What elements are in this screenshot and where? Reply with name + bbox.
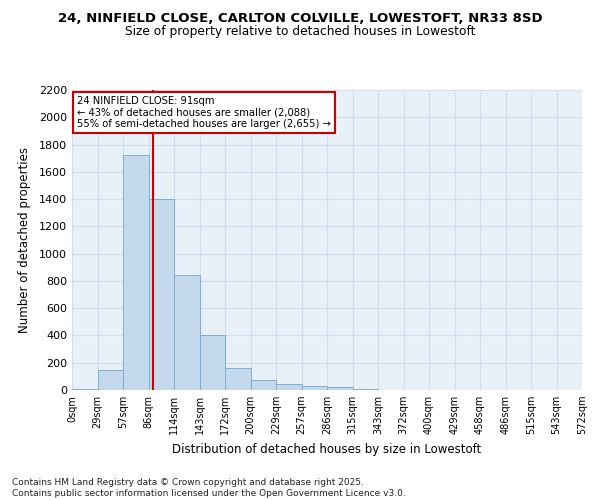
Bar [302,386,327,390]
Text: 24 NINFIELD CLOSE: 91sqm
← 43% of detached houses are smaller (2,088)
55% of sem: 24 NINFIELD CLOSE: 91sqm ← 43% of detach… [77,96,331,129]
X-axis label: Distribution of detached houses by size in Lowestoft: Distribution of detached houses by size … [172,442,482,456]
Bar [199,336,225,390]
Bar [149,199,174,390]
Bar [327,386,353,390]
Text: Size of property relative to detached houses in Lowestoft: Size of property relative to detached ho… [125,25,475,38]
Text: Contains HM Land Registry data © Crown copyright and database right 2025.
Contai: Contains HM Land Registry data © Crown c… [12,478,406,498]
Text: 24, NINFIELD CLOSE, CARLTON COLVILLE, LOWESTOFT, NR33 8SD: 24, NINFIELD CLOSE, CARLTON COLVILLE, LO… [58,12,542,26]
Bar [123,156,149,390]
Bar [72,388,97,390]
Bar [353,388,378,390]
Bar [97,370,123,390]
Y-axis label: Number of detached properties: Number of detached properties [17,147,31,333]
Bar [251,380,276,390]
Bar [276,384,302,390]
Bar [174,276,199,390]
Bar [225,368,251,390]
